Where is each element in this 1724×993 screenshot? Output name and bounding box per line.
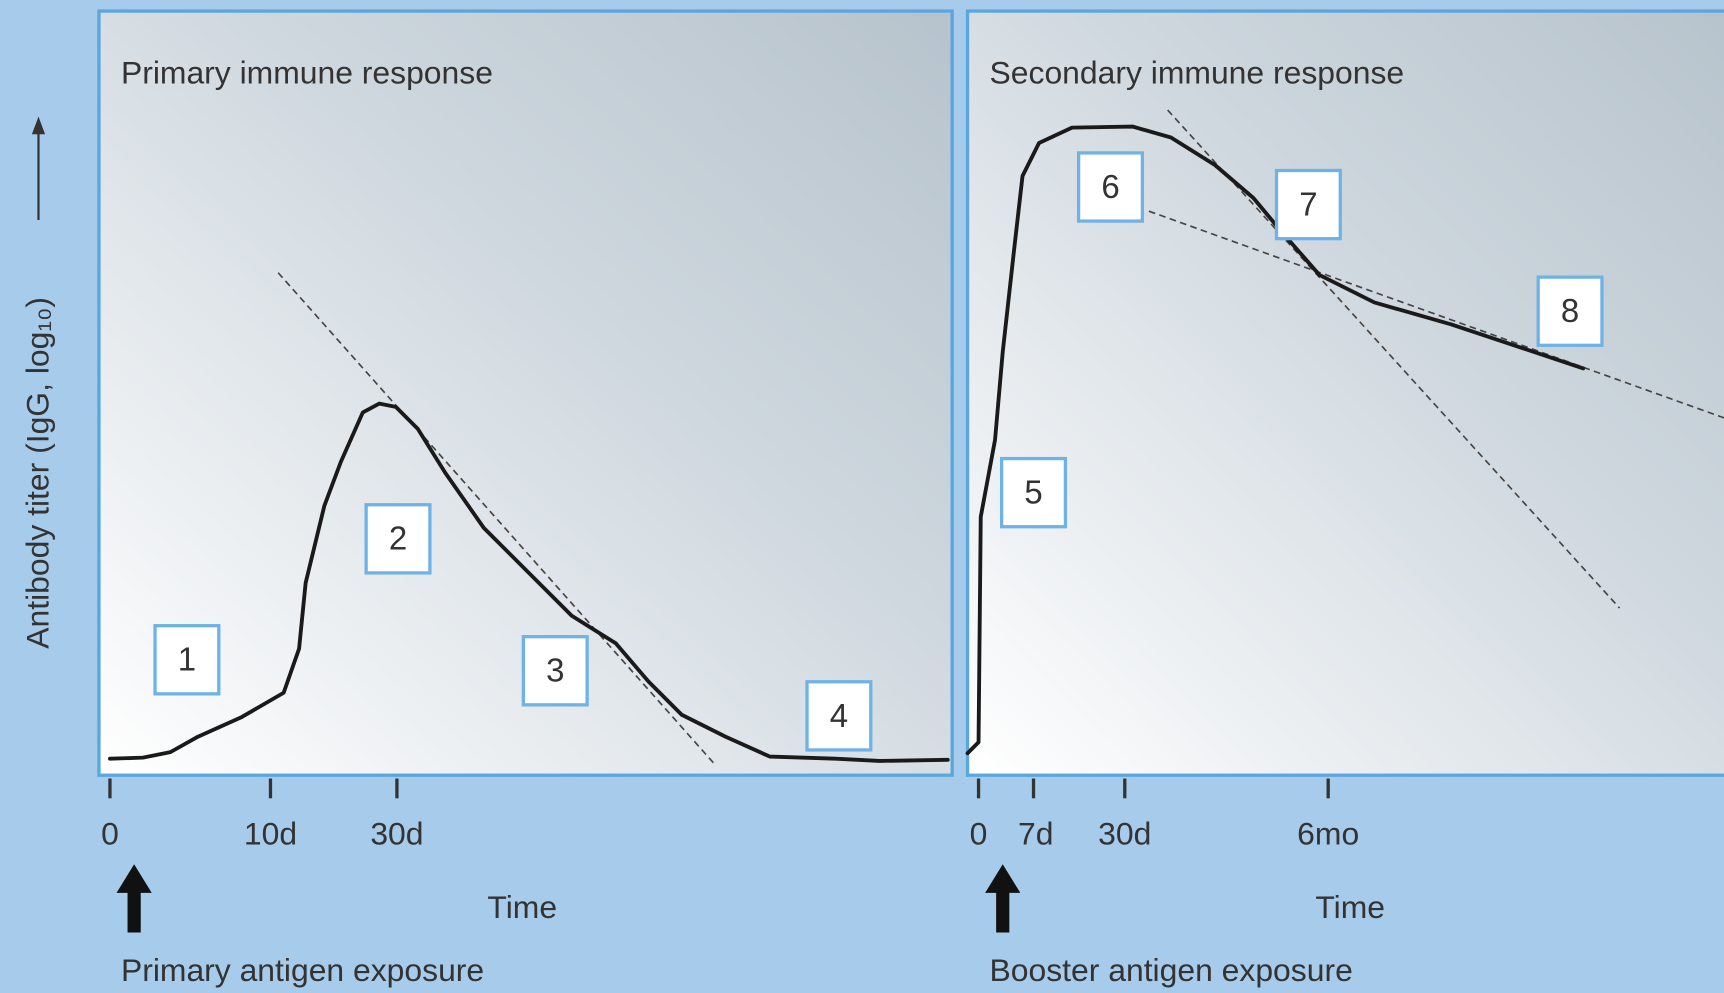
- tick-label: 30d: [370, 815, 423, 851]
- slope-line: [1148, 210, 1724, 419]
- tick-label: 0: [101, 815, 119, 851]
- exposure-arrow: [985, 864, 1021, 933]
- slope-line: [1167, 109, 1621, 609]
- tick-label: 6mo: [1297, 815, 1359, 851]
- tick-label: 7d: [1018, 815, 1053, 851]
- axis-ticks: [108, 778, 1330, 799]
- step-number: 1: [178, 641, 196, 678]
- y-axis-arrow: [31, 116, 46, 220]
- step-number: 6: [1101, 168, 1119, 205]
- step-box: [805, 680, 873, 752]
- step-box: [521, 635, 589, 707]
- x-axis-label: Time: [1315, 889, 1385, 925]
- step-box: [999, 456, 1068, 529]
- exposure-label: Primary antigen exposure: [121, 952, 484, 988]
- panel-title: Primary immune response: [121, 55, 493, 91]
- response-curve: [965, 124, 1586, 756]
- tick-label: 0: [970, 815, 988, 851]
- panel-title: Secondary immune response: [990, 55, 1405, 91]
- step-number: 2: [389, 520, 407, 557]
- response-curve: [108, 401, 950, 763]
- exposure-arrow: [116, 864, 152, 933]
- step-box: [153, 624, 221, 696]
- step-boxes: 1 2 3 4 5 6 7 8: [153, 151, 1604, 752]
- tick-label: 10d: [244, 815, 297, 851]
- step-box: [1536, 275, 1604, 347]
- exposure-label: Booster antigen exposure: [990, 952, 1353, 988]
- step-number: 7: [1299, 186, 1317, 223]
- x-axis-label: Time: [487, 889, 557, 925]
- tick-label: 30d: [1098, 815, 1151, 851]
- panel-secondary: [965, 9, 1724, 777]
- y-axis-label: Antibody titer (IgG, log₁₀): [19, 297, 55, 649]
- step-box: [1076, 151, 1145, 223]
- step-box: [364, 503, 432, 575]
- step-number: 3: [546, 652, 564, 689]
- step-number: 8: [1561, 292, 1579, 329]
- step-number: 5: [1024, 474, 1042, 511]
- step-box: [1274, 168, 1342, 241]
- step-number: 4: [830, 697, 848, 734]
